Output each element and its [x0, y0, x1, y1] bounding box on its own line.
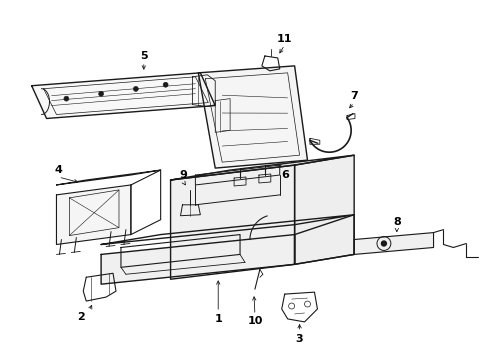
Circle shape: [64, 96, 69, 101]
Polygon shape: [171, 165, 294, 279]
Polygon shape: [171, 155, 354, 180]
Text: 3: 3: [296, 334, 303, 344]
Circle shape: [163, 82, 168, 87]
Text: 6: 6: [281, 170, 289, 180]
Text: 2: 2: [77, 312, 85, 322]
Text: 7: 7: [350, 91, 358, 101]
Text: 5: 5: [140, 51, 147, 61]
Text: 10: 10: [247, 316, 263, 326]
Text: 9: 9: [179, 170, 187, 180]
Polygon shape: [294, 155, 354, 264]
Polygon shape: [198, 66, 308, 168]
Circle shape: [381, 241, 387, 246]
Circle shape: [133, 86, 138, 91]
Polygon shape: [56, 185, 131, 244]
Circle shape: [98, 91, 103, 96]
Text: 8: 8: [393, 217, 401, 227]
Text: 1: 1: [214, 314, 222, 324]
Polygon shape: [101, 235, 294, 284]
Text: 11: 11: [277, 34, 293, 44]
Text: 4: 4: [54, 165, 62, 175]
Polygon shape: [32, 73, 215, 118]
Polygon shape: [354, 233, 434, 255]
